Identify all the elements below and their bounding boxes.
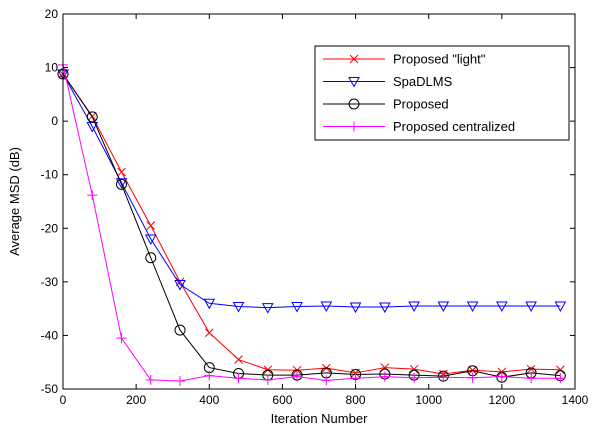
plot-frame — [62, 13, 576, 390]
data-point-x — [526, 364, 536, 374]
data-point-triangle-down — [232, 302, 245, 313]
legend-marker — [349, 54, 359, 64]
data-point-triangle-down — [174, 280, 186, 291]
data-point-plus — [145, 374, 156, 385]
data-point-triangle-down — [144, 234, 157, 246]
data-point-triangle-down — [437, 301, 450, 312]
series-layer — [57, 59, 567, 386]
legend: Proposed "light" SpaDLMS Proposed Proposed … — [314, 45, 570, 141]
data-point-triangle-down — [86, 122, 99, 133]
x-axis-label: Iteration Number — [271, 411, 368, 426]
data-point-x — [556, 365, 565, 375]
x-tick-label: 1200 — [489, 393, 516, 407]
y-tick-label: 0 — [51, 114, 58, 128]
data-point-plus — [262, 374, 273, 385]
legend-label: Proposed — [393, 97, 449, 112]
x-tick-label: 200 — [126, 393, 146, 407]
data-point-x — [117, 167, 126, 177]
data-point-triangle-down — [291, 302, 303, 313]
data-point-triangle-down — [496, 301, 508, 312]
data-point-plus — [555, 373, 566, 384]
data-point-x — [409, 364, 419, 374]
data-point-plus — [116, 333, 127, 344]
y-tick-label: 20 — [45, 7, 59, 21]
data-point-plus — [204, 370, 215, 381]
legend-label: SpaDLMS — [393, 74, 453, 89]
legend-label: Proposed "light" — [393, 52, 486, 67]
ticks-layer: 0 200 400 600 800 1000 1200 1400-50-40-30-20-10… — [41, 7, 589, 407]
y-tick-label: -40 — [41, 328, 59, 342]
data-point-plus — [321, 375, 332, 386]
data-point-triangle-down — [525, 301, 537, 312]
data-point-x — [468, 365, 477, 375]
legend-marker — [348, 77, 360, 88]
data-point-x — [146, 221, 156, 230]
data-point-triangle-down — [115, 178, 128, 189]
data-point-triangle-down — [261, 303, 274, 314]
data-point-circle — [86, 111, 98, 123]
data-point-triangle-down — [408, 301, 420, 312]
data-point-plus — [175, 375, 186, 386]
data-point-x — [204, 328, 214, 338]
data-point-triangle-down — [466, 301, 479, 312]
x-tick-label: 1400 — [562, 393, 589, 407]
data-point-triangle-down — [320, 301, 333, 312]
data-point-triangle-down — [203, 298, 216, 310]
legend-label: Proposed centralized — [393, 119, 515, 134]
data-point-plus — [496, 371, 507, 382]
data-point-plus — [292, 371, 303, 382]
y-tick-label: -50 — [41, 382, 59, 396]
y-axis-label: Average MSD (dB) — [7, 147, 22, 256]
data-point-circle — [116, 178, 128, 190]
legend-marker — [348, 98, 360, 110]
data-point-plus — [87, 190, 98, 201]
data-point-plus — [526, 373, 537, 384]
data-point-plus — [438, 372, 449, 383]
x-tick-label: 0 — [60, 393, 67, 407]
x-tick-label: 1000 — [415, 393, 442, 407]
data-point-plus — [379, 371, 390, 382]
data-point-x — [234, 355, 243, 364]
data-point-plus — [350, 373, 361, 384]
y-tick-label: -10 — [41, 168, 59, 182]
y-tick-label: -30 — [41, 275, 59, 289]
x-tick-label: 400 — [199, 393, 219, 407]
data-point-triangle-down — [554, 301, 567, 312]
data-point-plus — [409, 372, 420, 383]
series-plus — [58, 59, 566, 386]
data-point-triangle-down — [378, 302, 391, 314]
legend-marker — [349, 121, 359, 132]
data-point-plus — [233, 373, 244, 384]
data-point-circle — [145, 252, 157, 264]
x-tick-label: 800 — [346, 393, 366, 407]
data-point-plus — [467, 372, 478, 383]
data-point-circle — [174, 324, 186, 336]
y-tick-label: 10 — [45, 61, 59, 75]
data-point-triangle-down — [349, 302, 362, 314]
y-tick-label: -20 — [41, 221, 59, 235]
x-tick-label: 600 — [272, 393, 292, 407]
series-line-triangle-down — [62, 73, 561, 309]
